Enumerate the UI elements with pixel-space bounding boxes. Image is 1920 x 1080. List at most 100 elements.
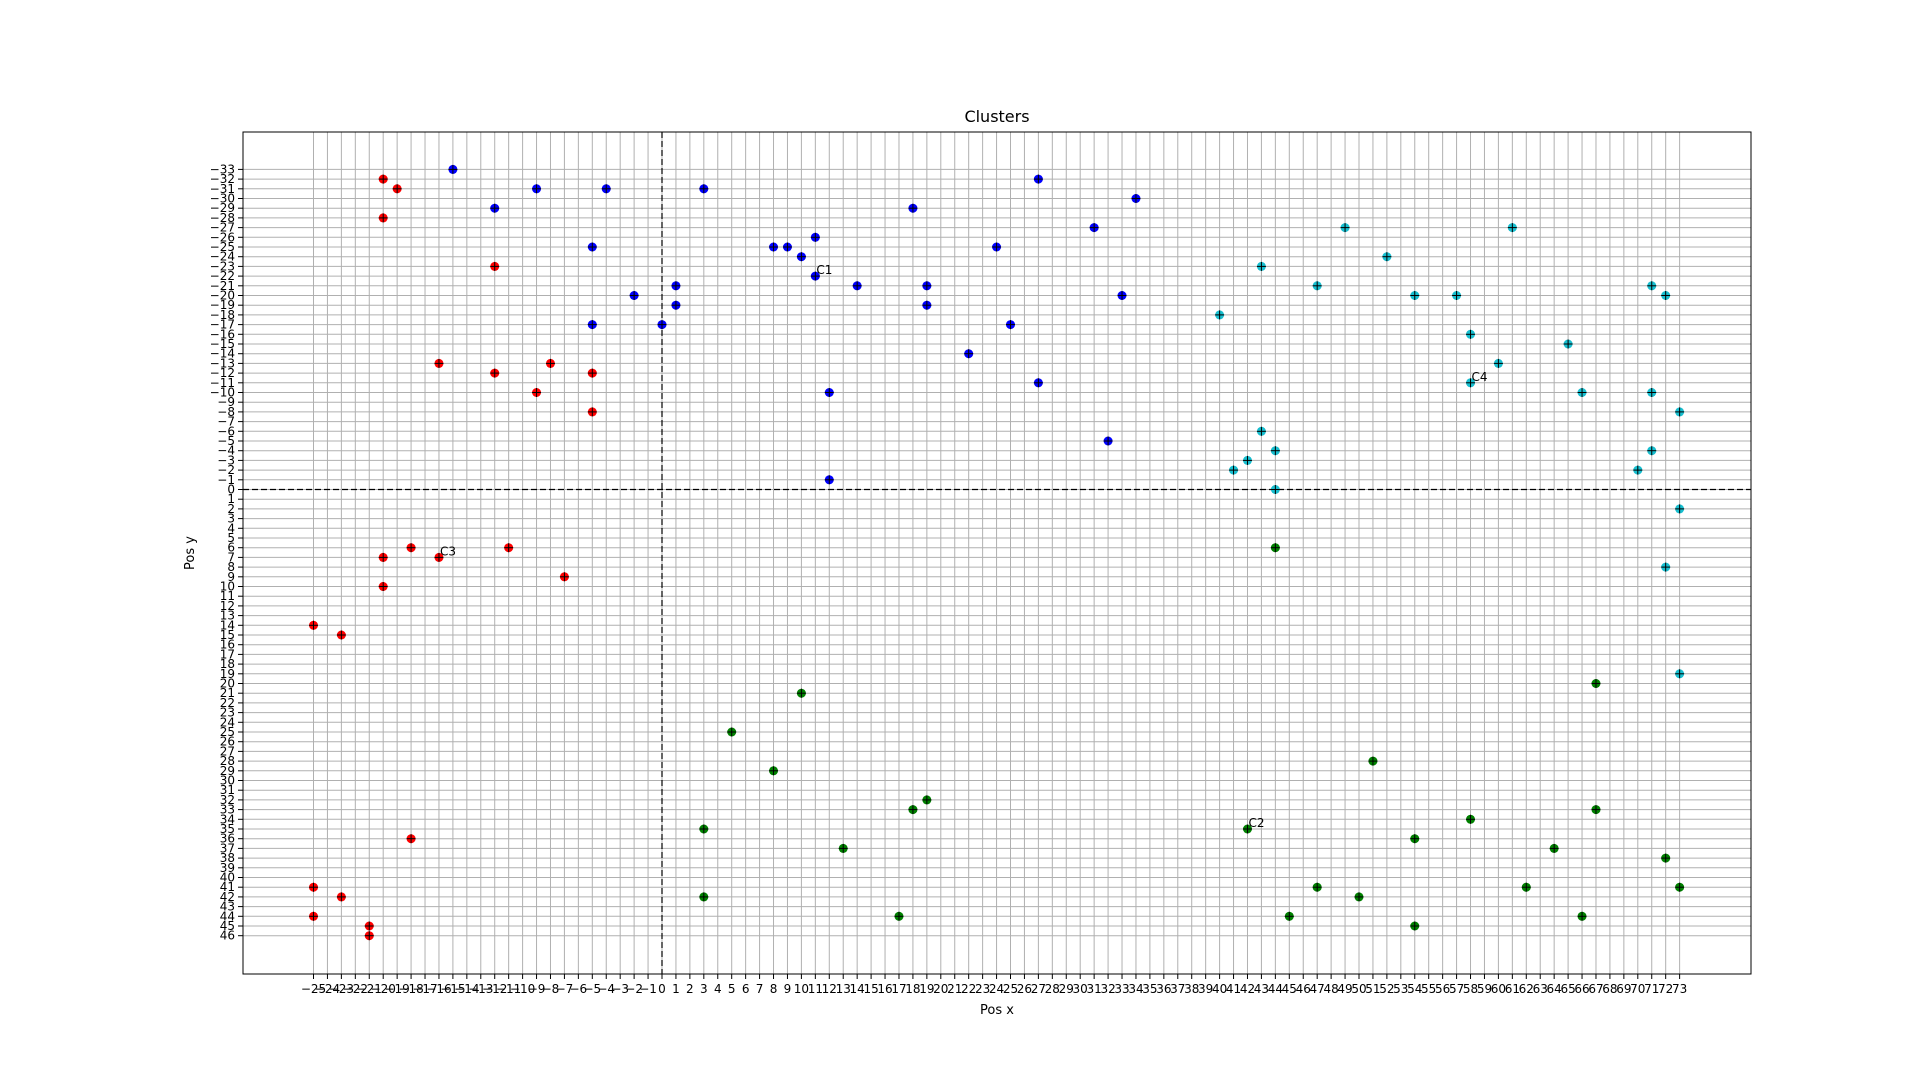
- y-tick-label: 42: [220, 890, 235, 904]
- x-tick-label: −6: [570, 982, 588, 996]
- x-tick-label: 24: [989, 982, 1004, 996]
- y-tick-label: −20: [210, 289, 235, 303]
- y-tick-label: −18: [210, 308, 235, 322]
- y-tick-label: 7: [227, 550, 235, 564]
- x-tick-label: 27: [1031, 982, 1046, 996]
- x-tick-label: 9: [784, 982, 792, 996]
- x-tick-label: −23: [329, 982, 354, 996]
- x-tick-label: 67: [1588, 982, 1603, 996]
- y-tick-label: 41: [220, 880, 235, 894]
- x-tick-label: 41: [1226, 982, 1241, 996]
- y-tick-label: −8: [217, 405, 235, 419]
- reference-lines: [243, 132, 1751, 974]
- x-tick-label: 70: [1630, 982, 1645, 996]
- y-tick-label: 32: [220, 793, 235, 807]
- y-tick-label: 29: [220, 764, 235, 778]
- x-tick-label: 0: [658, 982, 666, 996]
- x-tick-label: 44: [1268, 982, 1283, 996]
- y-tick-label: 30: [220, 774, 235, 788]
- chart-title: Clusters: [964, 107, 1029, 126]
- y-tick-label: 21: [220, 686, 235, 700]
- x-tick-label: 35: [1142, 982, 1157, 996]
- y-tick-label: 2: [227, 502, 235, 516]
- x-tick-label: 56: [1435, 982, 1450, 996]
- x-tick-label: 60: [1491, 982, 1506, 996]
- y-tick-label: −28: [210, 211, 235, 225]
- x-tick-label: −5: [583, 982, 601, 996]
- y-tick-label: 10: [220, 580, 235, 594]
- x-tick-label: −22: [343, 982, 368, 996]
- y-tick-label: 28: [220, 754, 235, 768]
- y-tick-label: 12: [220, 599, 235, 613]
- y-tick-label: −13: [210, 356, 235, 370]
- x-tick-label: 19: [919, 982, 934, 996]
- x-tick-label: 39: [1198, 982, 1213, 996]
- x-tick-label: 32: [1100, 982, 1115, 996]
- y-tick-label: −14: [210, 347, 235, 361]
- y-tick-label: −27: [210, 221, 235, 235]
- x-axis-ticks: −25−24−23−22−21−20−19−18−17−16−15−14−13−…: [301, 974, 1687, 996]
- x-tick-label: −8: [542, 982, 560, 996]
- x-tick-label: 71: [1644, 982, 1659, 996]
- x-tick-label: 4: [714, 982, 722, 996]
- y-tick-label: 26: [220, 735, 235, 749]
- y-tick-label: 5: [227, 531, 235, 545]
- y-tick-label: 18: [220, 657, 235, 671]
- y-tick-label: −16: [210, 327, 235, 341]
- x-tick-label: −3: [611, 982, 629, 996]
- x-tick-label: 43: [1254, 982, 1269, 996]
- x-tick-label: 61: [1505, 982, 1520, 996]
- centroid-label: C4: [1472, 370, 1488, 384]
- x-tick-label: 2: [686, 982, 694, 996]
- x-tick-label: 55: [1421, 982, 1436, 996]
- y-tick-label: −19: [210, 298, 235, 312]
- y-tick-label: 43: [220, 900, 235, 914]
- y-tick-label: −6: [217, 424, 235, 438]
- y-tick-label: 9: [227, 570, 235, 584]
- x-tick-label: 52: [1379, 982, 1394, 996]
- y-tick-label: 39: [220, 861, 235, 875]
- y-tick-label: 11: [220, 589, 235, 603]
- x-tick-label: −16: [426, 982, 451, 996]
- x-tick-label: 64: [1547, 982, 1562, 996]
- x-tick-label: 65: [1560, 982, 1575, 996]
- x-tick-label: 37: [1170, 982, 1185, 996]
- centroid-label: C2: [1248, 816, 1264, 830]
- x-tick-label: 25: [1003, 982, 1018, 996]
- x-tick-label: 5: [728, 982, 736, 996]
- x-tick-label: −1: [639, 982, 657, 996]
- y-tick-label: 19: [220, 667, 235, 681]
- y-axis-label: Pos y: [183, 536, 198, 570]
- x-tick-label: 11: [808, 982, 823, 996]
- x-tick-label: 50: [1351, 982, 1366, 996]
- x-tick-label: 42: [1240, 982, 1255, 996]
- y-tick-label: 44: [220, 909, 235, 923]
- x-tick-label: 72: [1658, 982, 1673, 996]
- y-tick-label: 35: [220, 822, 235, 836]
- grid-lines: [243, 132, 1751, 974]
- y-tick-label: 45: [220, 919, 235, 933]
- y-tick-label: −29: [210, 201, 235, 215]
- x-tick-label: −10: [510, 982, 535, 996]
- x-tick-label: 3: [700, 982, 708, 996]
- y-tick-label: 8: [227, 560, 235, 574]
- y-tick-label: 17: [220, 647, 235, 661]
- x-tick-label: 13: [836, 982, 851, 996]
- x-tick-label: 45: [1282, 982, 1297, 996]
- x-tick-label: 10: [794, 982, 809, 996]
- x-tick-label: 68: [1602, 982, 1617, 996]
- y-tick-label: −1: [217, 473, 235, 487]
- x-tick-label: 18: [905, 982, 920, 996]
- y-tick-label: −23: [210, 259, 235, 273]
- y-tick-label: −24: [210, 250, 235, 264]
- centroid-label: C1: [816, 263, 832, 277]
- x-tick-label: 21: [947, 982, 962, 996]
- y-tick-label: 0: [227, 483, 235, 497]
- y-tick-label: −12: [210, 366, 235, 380]
- x-tick-label: 73: [1672, 982, 1687, 996]
- x-tick-label: 31: [1086, 982, 1101, 996]
- x-tick-label: 12: [822, 982, 837, 996]
- y-tick-label: 4: [227, 521, 235, 535]
- y-tick-label: 34: [220, 812, 235, 826]
- x-tick-label: 26: [1017, 982, 1032, 996]
